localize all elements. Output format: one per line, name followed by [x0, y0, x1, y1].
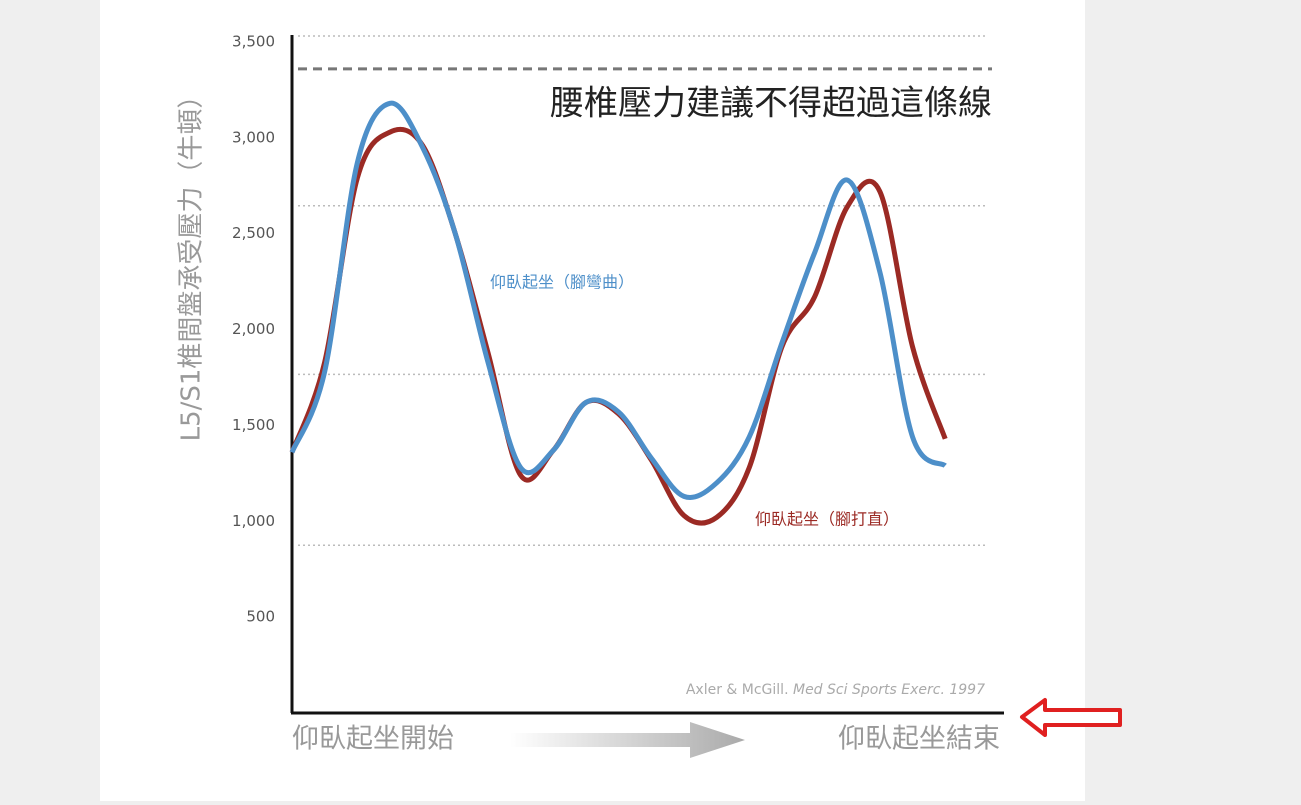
source: Axler & McGill. Med Sci Sports Exerc. 19…	[686, 682, 985, 698]
x-start-label: 仰臥起坐開始	[292, 724, 454, 755]
x-end-label: 仰臥起坐結束	[838, 724, 1000, 755]
y-tick-label: 3,000	[232, 128, 275, 146]
source-authors: Axler & McGill.	[686, 682, 789, 698]
y-tick-label: 1,500	[232, 416, 275, 434]
series-label: 仰臥起坐（腳打直）	[755, 510, 899, 529]
y-tick-label: 3,500	[232, 33, 275, 51]
y-tick-label: 500	[246, 608, 275, 626]
limit-label: 腰椎壓力建議不得超過這條線	[550, 83, 992, 123]
series-label: 仰臥起坐（腳彎曲）	[490, 273, 634, 292]
y-tick-label: 1,000	[232, 512, 275, 530]
series-line	[289, 100, 947, 500]
y-tick-label: 2,500	[232, 224, 275, 242]
y-axis-label: L5/S1椎間盤承受壓力（牛頓）	[177, 83, 207, 442]
source-journal: Med Sci Sports Exerc. 1997	[793, 682, 985, 698]
y-tick-label: 2,000	[232, 320, 275, 338]
progress-arrow	[510, 722, 745, 758]
pointer-arrow	[1020, 698, 1122, 737]
